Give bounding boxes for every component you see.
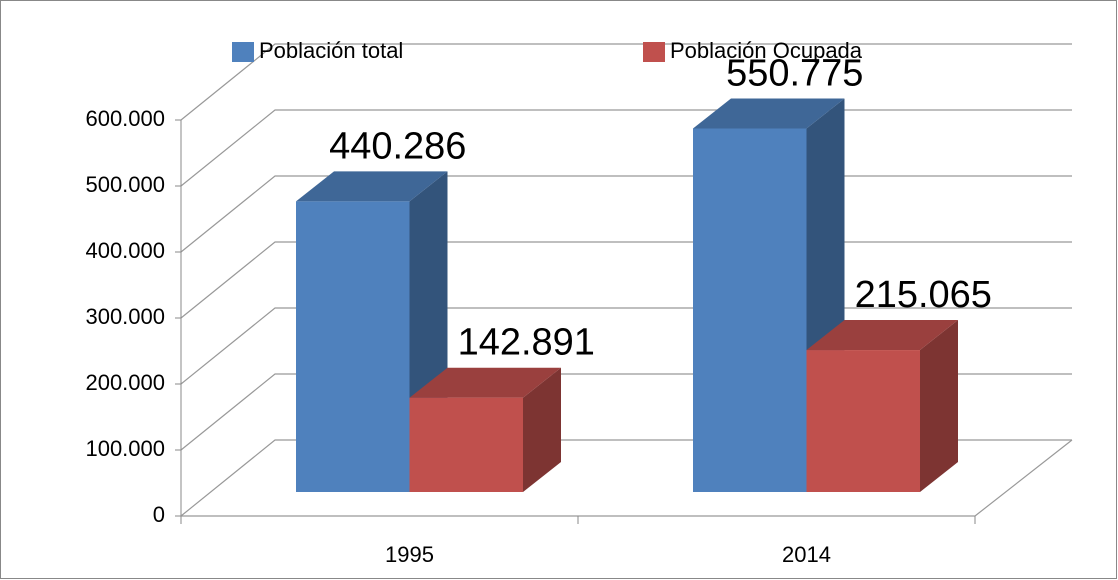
bar-top <box>296 171 448 202</box>
y-tick-label: 300.000 <box>85 304 165 329</box>
grid-line <box>180 43 1072 121</box>
value-label: 550.775 <box>726 53 863 95</box>
bar-top <box>693 98 845 129</box>
x-tick-label: 2014 <box>782 542 831 567</box>
legend-swatch <box>232 42 254 62</box>
bar-side <box>523 367 561 492</box>
legend-label: Población Ocupada <box>670 38 863 63</box>
value-label: 142.891 <box>458 322 595 364</box>
legend-label: Población total <box>259 38 403 63</box>
value-label: 215.065 <box>855 274 992 316</box>
bar <box>693 128 807 492</box>
y-tick-label: 0 <box>153 502 165 527</box>
bar <box>296 201 410 492</box>
y-tick-label: 600.000 <box>85 106 165 131</box>
bar <box>806 350 920 492</box>
bar <box>409 397 523 492</box>
y-tick-label: 200.000 <box>85 370 165 395</box>
y-tick-label: 500.000 <box>85 172 165 197</box>
bar-top <box>806 320 958 351</box>
y-tick-label: 400.000 <box>85 238 165 263</box>
bar-side <box>920 320 958 492</box>
x-tick-label: 1995 <box>385 542 434 567</box>
bar-top <box>409 367 561 398</box>
legend-swatch <box>643 42 665 62</box>
value-label: 440.286 <box>329 125 466 167</box>
y-tick-label: 100.000 <box>85 436 165 461</box>
